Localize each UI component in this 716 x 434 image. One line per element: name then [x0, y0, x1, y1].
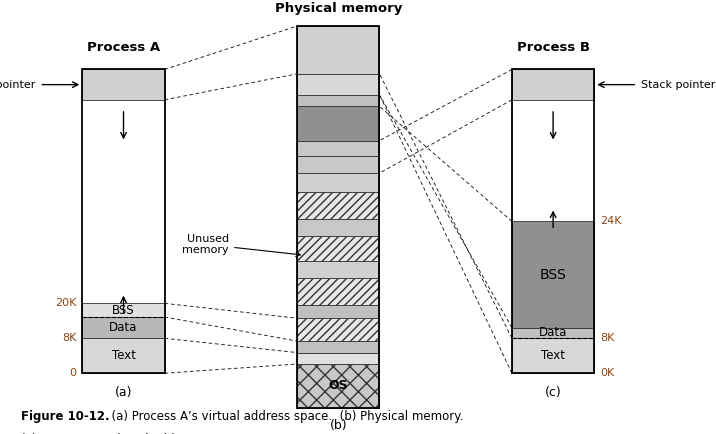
Bar: [512, 69, 594, 100]
Text: 24K: 24K: [600, 216, 621, 227]
Bar: [82, 303, 165, 317]
Bar: [297, 341, 379, 352]
Text: Stack pointer: Stack pointer: [641, 79, 715, 90]
Bar: [297, 74, 379, 95]
Text: 8K: 8K: [62, 333, 77, 343]
Bar: [512, 69, 594, 373]
Bar: [297, 318, 379, 341]
Text: Physical memory: Physical memory: [275, 2, 402, 15]
Bar: [82, 69, 165, 373]
Text: Stack pointer: Stack pointer: [0, 79, 36, 90]
Bar: [512, 339, 594, 373]
Text: 0: 0: [69, 368, 77, 378]
Bar: [82, 339, 165, 373]
Bar: [512, 221, 594, 328]
Bar: [297, 141, 379, 156]
Bar: [297, 95, 379, 106]
Bar: [297, 192, 379, 219]
Bar: [297, 364, 379, 408]
Bar: [297, 173, 379, 192]
Bar: [297, 219, 379, 236]
Text: Data: Data: [539, 326, 567, 339]
Bar: [82, 317, 165, 339]
Text: Process B: Process B: [517, 41, 589, 54]
Bar: [297, 352, 379, 364]
Text: Data: Data: [110, 321, 137, 334]
Text: Process A: Process A: [87, 41, 160, 54]
Text: (c) Process ​B’s virtual address space.: (c) Process ​B’s virtual address space.: [21, 433, 241, 434]
Bar: [297, 236, 379, 261]
Bar: [297, 156, 379, 173]
Bar: [82, 69, 165, 100]
Text: BSS: BSS: [112, 304, 135, 317]
Bar: [512, 328, 594, 339]
Bar: [297, 26, 379, 74]
Bar: [297, 26, 379, 408]
Bar: [297, 278, 379, 305]
Text: Figure 10-12.: Figure 10-12.: [21, 410, 110, 423]
Text: (c): (c): [545, 386, 561, 399]
Bar: [297, 106, 379, 141]
Text: BSS: BSS: [540, 267, 566, 282]
Text: 0K: 0K: [600, 368, 614, 378]
Bar: [297, 305, 379, 318]
Bar: [297, 261, 379, 278]
Text: 20K: 20K: [55, 298, 77, 309]
Text: Text: Text: [112, 349, 135, 362]
Text: (b): (b): [329, 419, 347, 432]
Text: 8K: 8K: [600, 333, 614, 343]
Text: Unused
memory: Unused memory: [183, 233, 300, 256]
Text: (a): (a): [115, 386, 132, 399]
Text: Text: Text: [541, 349, 565, 362]
Text: OS: OS: [329, 379, 348, 392]
Text: (a) Process ​A’s virtual address space.  (b) Physical memory.: (a) Process ​A’s virtual address space. …: [104, 410, 463, 423]
